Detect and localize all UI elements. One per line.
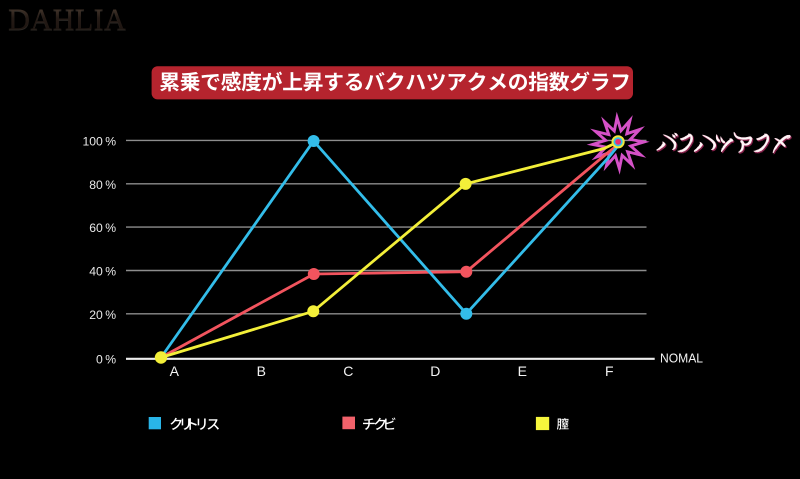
svg-text:40: 40 [89,265,103,279]
svg-text:F: F [605,363,614,379]
svg-text:%: % [105,308,116,322]
svg-text:%: % [105,135,116,149]
svg-text:E: E [518,363,527,379]
svg-text:A: A [170,363,180,379]
svg-text:DAHLIA: DAHLIA [8,3,126,37]
svg-text:%: % [105,352,116,366]
svg-text:100: 100 [82,135,103,149]
svg-text:60: 60 [89,221,103,235]
svg-text:%: % [105,221,116,235]
svg-text:NOMAL: NOMAL [660,351,703,365]
svg-text:DAHLIA: DAHLIA [8,3,126,37]
svg-text:%: % [105,265,116,279]
svg-text:20: 20 [89,308,103,322]
svg-text:D: D [430,363,440,379]
svg-text:B: B [257,363,266,379]
svg-text:80: 80 [89,178,103,192]
svg-text:%: % [105,178,116,192]
svg-text:0: 0 [96,352,103,366]
svg-text:C: C [343,363,353,379]
